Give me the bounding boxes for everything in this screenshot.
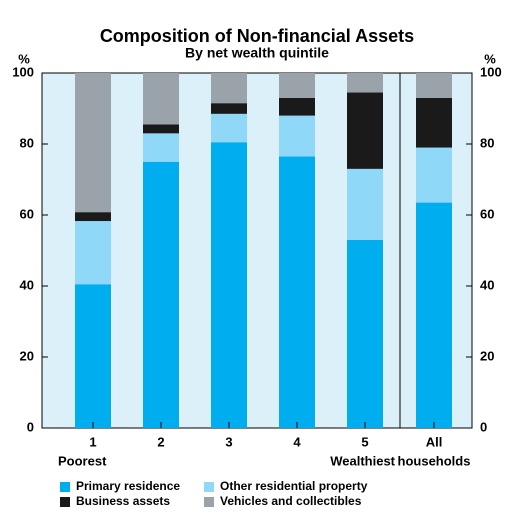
bar-segment (75, 73, 111, 213)
bar-segment (211, 73, 247, 104)
bar-segment (143, 133, 179, 162)
legend-swatch (60, 482, 70, 492)
y2-tick-label: 60 (480, 206, 494, 221)
bar-segment (347, 73, 383, 93)
y2-tick-label: 100 (480, 64, 502, 79)
bar-segment (279, 97, 315, 116)
bar-segment (416, 97, 452, 148)
chart-title: Composition of Non-financial Assets (100, 26, 414, 46)
legend-swatch (204, 497, 214, 507)
y-tick-label: 80 (20, 135, 34, 150)
legend-label: Primary residence (76, 479, 180, 493)
y2-tick-label: 40 (480, 277, 494, 292)
bar-segment (211, 113, 247, 143)
x-tick-sublabel: households (398, 453, 471, 468)
bar-segment (279, 115, 315, 157)
y2-tick-label: 0 (480, 419, 487, 434)
x-tick-label: 4 (293, 434, 301, 449)
x-tick-label: 3 (225, 434, 232, 449)
bar-segment (279, 73, 315, 98)
legend-label: Business assets (76, 494, 170, 508)
x-tick-label: 5 (361, 434, 368, 449)
bar-segment (211, 142, 247, 428)
bar-segment (75, 284, 111, 428)
bar-segment (143, 124, 179, 134)
x-tick-sublabel: Poorest (58, 453, 107, 468)
x-tick-label: 1 (89, 434, 96, 449)
bar-segment (347, 168, 383, 240)
bar-segment (75, 221, 111, 285)
chart-subtitle: By net wealth quintile (185, 45, 329, 61)
x-tick-sublabel: Wealthiest (330, 453, 395, 468)
y-tick-label: 20 (20, 348, 34, 363)
bar-segment (279, 156, 315, 429)
x-tick-label: All (426, 434, 443, 449)
bar-segment (143, 161, 179, 428)
bar-segment (416, 147, 452, 203)
bar-segment (75, 212, 111, 222)
y2-tick-label: 20 (480, 348, 494, 363)
y-tick-label: 60 (20, 206, 34, 221)
y2-unit: % (484, 51, 496, 66)
y-unit: % (18, 51, 30, 66)
legend-swatch (60, 497, 70, 507)
legend-label: Vehicles and collectibles (220, 494, 362, 508)
y-tick-label: 0 (27, 419, 34, 434)
y2-tick-label: 80 (480, 135, 494, 150)
bar-segment (416, 73, 452, 98)
bar-segment (416, 202, 452, 428)
x-tick-label: 2 (157, 434, 164, 449)
legend-label: Other residential property (220, 479, 368, 493)
bar-segment (347, 92, 383, 169)
bar-segment (143, 73, 179, 125)
bar-segment (211, 103, 247, 114)
legend-swatch (204, 482, 214, 492)
y-tick-label: 100 (12, 64, 34, 79)
y-tick-label: 40 (20, 277, 34, 292)
bar-segment (347, 239, 383, 428)
